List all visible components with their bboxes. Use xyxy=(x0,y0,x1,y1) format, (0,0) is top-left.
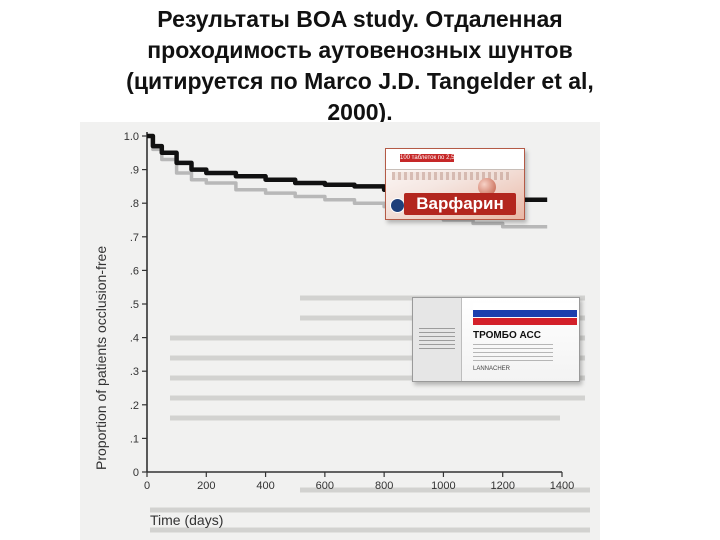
slide-title: Результаты BOA study. Отдаленная проходи… xyxy=(40,4,680,128)
y-axis-label: Proportion of patients occlusion-free xyxy=(93,246,109,470)
x-axis-label: Time (days) xyxy=(150,512,223,528)
y-tick-label: .2 xyxy=(130,400,139,412)
x-tick-label: 1400 xyxy=(550,480,574,492)
y-tick-label: .7 xyxy=(130,232,139,244)
x-tick-label: 400 xyxy=(256,480,274,492)
x-tick-label: 200 xyxy=(197,480,215,492)
trombo-acc-box-image: ТРОМБО АСС LANNACHER xyxy=(412,297,580,382)
y-tick-label: .1 xyxy=(130,433,139,445)
y-tick-label: .3 xyxy=(130,366,139,378)
x-tick-label: 600 xyxy=(316,480,334,492)
trombo-band-white xyxy=(473,303,577,310)
trombo-flag-band xyxy=(473,303,577,325)
x-tick-label: 800 xyxy=(375,480,393,492)
title-line-4: 2000). xyxy=(327,99,393,125)
x-tick-label: 0 xyxy=(144,480,150,492)
warfarin-box-top: 100 таблеток по 2,5 мг xyxy=(386,149,524,170)
y-tick-label: .8 xyxy=(130,198,139,210)
x-tick-label: 1000 xyxy=(431,480,455,492)
trombo-box-text xyxy=(473,344,553,362)
warfarin-dose-band: 100 таблеток по 2,5 мг xyxy=(400,154,454,162)
series-line-gray xyxy=(147,134,548,229)
y-tick-label: 0 xyxy=(133,467,139,479)
trombo-label: ТРОМБО АСС xyxy=(473,330,541,341)
warfarin-pill-icon xyxy=(478,178,496,196)
y-tick-label: .4 xyxy=(130,333,139,345)
title-line-2: проходимость аутовенозных шунтов xyxy=(147,37,573,63)
warfarin-label: Варфарин xyxy=(404,193,516,215)
x-tick-label: 1200 xyxy=(490,480,514,492)
trombo-band-red xyxy=(473,318,577,325)
trombo-box-side xyxy=(413,298,462,381)
trombo-side-text xyxy=(419,328,455,350)
warfarin-logo-icon xyxy=(390,198,405,213)
warfarin-box-text xyxy=(392,172,510,180)
y-tick-label: 1.0 xyxy=(124,131,139,143)
trombo-band-blue xyxy=(473,310,577,317)
title-line-3: (цитируется по Marco J.D. Tangelder et a… xyxy=(126,68,594,94)
warfarin-box-image: 100 таблеток по 2,5 мг Варфарин xyxy=(385,148,525,220)
y-tick-label: .5 xyxy=(130,299,139,311)
trombo-maker: LANNACHER xyxy=(473,366,511,372)
y-tick-label: .9 xyxy=(130,165,139,177)
title-line-1: Результаты BOA study. Отдаленная xyxy=(157,6,563,32)
ticks-layer: 0 .1 .2 .3 .4 .5 .6 .7 .8 .9 1.0 0 200 400 600 800 1000 1… xyxy=(124,131,575,492)
y-tick-label: .6 xyxy=(130,265,139,277)
